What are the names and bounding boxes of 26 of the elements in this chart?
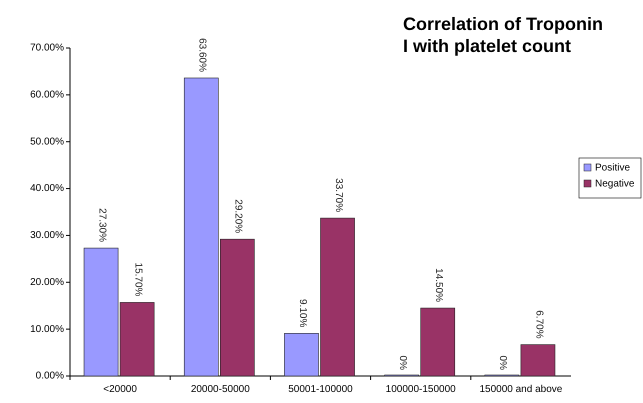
data-label: 0% [397, 356, 408, 370]
legend-label: Positive [595, 162, 630, 174]
y-tick-label: 50.00% [30, 136, 64, 148]
x-tick-label: 100000-150000 [386, 384, 456, 395]
legend-label: Negative [595, 178, 635, 190]
y-tick-label: 30.00% [30, 230, 64, 242]
x-tick-label: 50001-100000 [288, 384, 354, 395]
y-tick-label: 20.00% [30, 276, 64, 288]
data-label: 0% [497, 356, 508, 370]
data-label: 14.50% [433, 268, 444, 302]
data-label: 33.70% [332, 178, 344, 212]
y-tick-label: 10.00% [30, 324, 64, 335]
data-label: 9.10% [296, 299, 308, 328]
x-tick-label: 20000-50000 [190, 384, 250, 395]
y-tick-label: 0.00% [36, 370, 64, 382]
y-tick-label: 40.00% [30, 183, 64, 194]
data-label: 63.60% [196, 38, 208, 72]
x-tick-label: <20000 [103, 384, 138, 395]
y-tick-label: 70.00% [30, 42, 64, 54]
data-label: 15.70% [132, 262, 144, 297]
x-tick-label: 150000 and above [479, 384, 563, 395]
chart-title: Correlation of Troponin I with platelet count [403, 14, 603, 56]
data-label: 27.30% [96, 208, 108, 242]
data-label: 29.20% [232, 199, 244, 234]
y-tick-label: 60.00% [30, 90, 64, 100]
data-label: 6.70% [533, 310, 544, 339]
